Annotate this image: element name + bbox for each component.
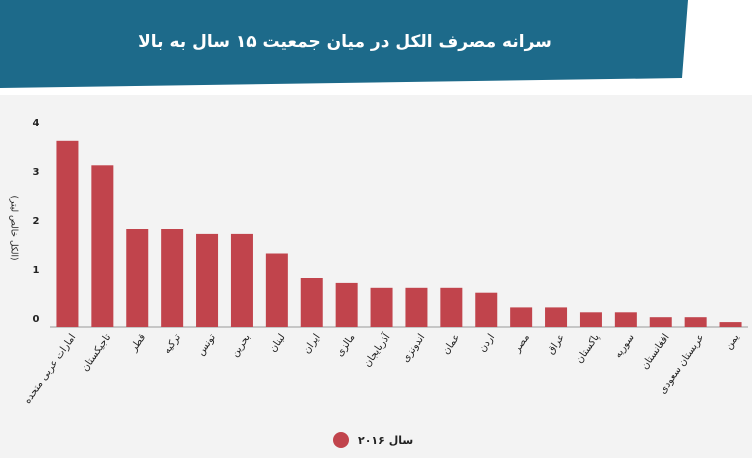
bar xyxy=(370,287,393,327)
bar xyxy=(161,229,184,327)
legend-marker xyxy=(333,432,349,448)
bar xyxy=(335,282,358,327)
y-tick-label: 0 xyxy=(33,314,40,325)
legend-label: سال ۲۰۱۶ xyxy=(358,434,413,447)
bar xyxy=(265,253,288,327)
bar xyxy=(440,287,463,327)
bar xyxy=(91,165,114,327)
plot-background xyxy=(0,95,752,458)
y-tick-label: 2 xyxy=(33,216,40,227)
bar xyxy=(649,317,672,327)
y-tick-label: 3 xyxy=(33,167,40,178)
bar xyxy=(230,233,253,327)
title-banner xyxy=(0,0,688,88)
y-tick-label: 1 xyxy=(33,265,40,276)
bar xyxy=(56,140,79,327)
bar xyxy=(126,229,149,327)
bar xyxy=(300,278,323,327)
bar xyxy=(719,322,742,327)
bar xyxy=(579,312,602,327)
y-tick-label: 4 xyxy=(33,118,40,129)
bar xyxy=(545,307,568,327)
bar xyxy=(510,307,533,327)
bar xyxy=(475,292,498,327)
bar xyxy=(196,233,219,327)
bar xyxy=(684,317,707,327)
bar xyxy=(405,287,428,327)
bar xyxy=(614,312,637,327)
y-axis-label: (الکل خالص لیتر) xyxy=(9,196,19,261)
chart-title: سرانه مصرف الکل در میان جمعیت ۱۵ سال به … xyxy=(138,32,552,52)
